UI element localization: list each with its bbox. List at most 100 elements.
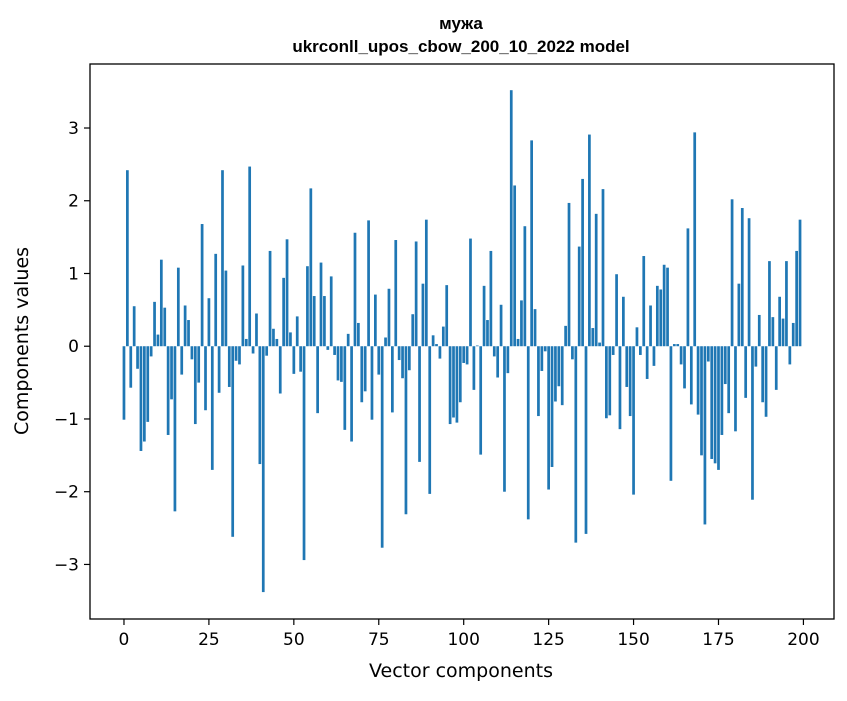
bar-component-150 bbox=[632, 346, 635, 495]
x-tick-label: 100 bbox=[447, 630, 479, 650]
bar-component-161 bbox=[669, 346, 673, 481]
bar-component-110 bbox=[496, 346, 500, 378]
bar-component-75 bbox=[377, 346, 381, 375]
bar-component-163 bbox=[676, 344, 680, 347]
bar-component-6 bbox=[143, 346, 146, 442]
bar-component-141 bbox=[601, 189, 605, 347]
bar-component-99 bbox=[458, 346, 462, 403]
bar-component-18 bbox=[183, 305, 187, 347]
bar-component-148 bbox=[625, 346, 629, 387]
bar-component-24 bbox=[204, 346, 207, 411]
bar-component-122 bbox=[537, 346, 540, 417]
bar-component-139 bbox=[594, 213, 598, 347]
bar-component-8 bbox=[149, 346, 153, 357]
bar-component-68 bbox=[353, 232, 357, 347]
bar-component-66 bbox=[346, 333, 350, 347]
bar-component-17 bbox=[180, 346, 184, 375]
bar-component-158 bbox=[659, 289, 663, 347]
chart-subtitle: ukrconll_upos_cbow_200_10_2022 model bbox=[292, 37, 629, 56]
bar-component-174 bbox=[713, 346, 717, 464]
bar-component-79 bbox=[391, 346, 394, 413]
bar-component-146 bbox=[618, 346, 622, 430]
x-tick-label: 125 bbox=[532, 630, 564, 650]
x-tick-label: 150 bbox=[617, 630, 649, 650]
bar-component-112 bbox=[503, 346, 506, 492]
bar-component-27 bbox=[214, 253, 218, 347]
bar-component-28 bbox=[217, 346, 221, 393]
bar-component-113 bbox=[506, 346, 510, 374]
bar-component-69 bbox=[357, 322, 360, 347]
bar-component-95 bbox=[445, 285, 449, 347]
bar-component-14 bbox=[170, 346, 173, 400]
bar-component-166 bbox=[686, 228, 690, 347]
bar-component-36 bbox=[244, 338, 248, 347]
bar-component-73 bbox=[370, 346, 374, 420]
bar-component-117 bbox=[520, 300, 523, 347]
bar-component-142 bbox=[605, 346, 608, 419]
y-axis-ticks: −3 −2 −1 0 1 2 3 bbox=[54, 119, 90, 575]
bar-component-137 bbox=[588, 134, 591, 347]
bar-component-199 bbox=[798, 219, 802, 347]
bar-component-43 bbox=[268, 250, 272, 347]
bar-component-191 bbox=[771, 317, 775, 347]
bar-component-50 bbox=[292, 346, 296, 374]
bar-component-46 bbox=[278, 346, 282, 394]
bar-component-89 bbox=[424, 219, 428, 347]
bar-component-39 bbox=[255, 313, 258, 347]
bar-component-16 bbox=[176, 267, 180, 347]
bar-component-97 bbox=[452, 346, 455, 418]
bar-component-13 bbox=[166, 346, 170, 435]
bar-component-138 bbox=[591, 328, 595, 347]
bar-component-32 bbox=[231, 346, 235, 537]
bar-component-129 bbox=[560, 346, 564, 406]
bar-component-23 bbox=[200, 224, 204, 347]
bar-component-133 bbox=[574, 346, 578, 543]
bar-component-29 bbox=[221, 170, 224, 347]
bar-component-90 bbox=[428, 346, 432, 494]
bar-component-22 bbox=[197, 346, 201, 383]
bar-component-64 bbox=[340, 346, 343, 382]
bar-component-58 bbox=[319, 262, 323, 347]
bar-component-11 bbox=[159, 259, 163, 347]
bar-component-121 bbox=[533, 309, 537, 347]
bar-component-9 bbox=[153, 301, 156, 347]
bar-component-40 bbox=[258, 346, 262, 465]
bar-component-114 bbox=[509, 90, 513, 347]
bar-component-26 bbox=[210, 346, 214, 470]
bar-component-91 bbox=[431, 335, 435, 347]
bar-component-175 bbox=[717, 346, 720, 470]
bar-component-0 bbox=[122, 346, 126, 420]
bar-component-30 bbox=[224, 270, 228, 347]
bar-component-145 bbox=[615, 274, 618, 347]
bar-component-96 bbox=[448, 346, 452, 425]
bar-component-128 bbox=[557, 346, 561, 387]
bar-component-54 bbox=[306, 266, 309, 347]
bar-component-159 bbox=[662, 264, 666, 347]
bar-component-106 bbox=[482, 285, 486, 347]
bar-component-108 bbox=[489, 250, 493, 347]
bar-component-182 bbox=[740, 208, 744, 347]
bar-component-188 bbox=[761, 346, 765, 403]
bar-component-49 bbox=[289, 332, 292, 347]
bar-component-116 bbox=[516, 338, 520, 347]
bar-component-51 bbox=[295, 316, 299, 347]
bar-component-152 bbox=[639, 346, 642, 355]
bar-component-70 bbox=[360, 346, 364, 403]
bar-component-169 bbox=[696, 346, 700, 415]
bar-component-87 bbox=[418, 346, 421, 462]
bar-component-93 bbox=[438, 346, 442, 359]
y-tick-label: 1 bbox=[68, 264, 79, 284]
bar-component-186 bbox=[754, 346, 758, 367]
bar-component-52 bbox=[299, 346, 302, 372]
bar-component-184 bbox=[747, 218, 751, 347]
bar-component-102 bbox=[469, 238, 472, 347]
bar-component-177 bbox=[723, 346, 727, 385]
bar-component-5 bbox=[139, 346, 143, 451]
y-tick-label: −3 bbox=[54, 555, 79, 575]
bar-component-101 bbox=[465, 346, 469, 365]
bar-component-63 bbox=[336, 346, 340, 381]
bar-component-19 bbox=[187, 320, 190, 347]
bar-component-115 bbox=[513, 185, 517, 347]
bar-component-44 bbox=[272, 328, 275, 347]
